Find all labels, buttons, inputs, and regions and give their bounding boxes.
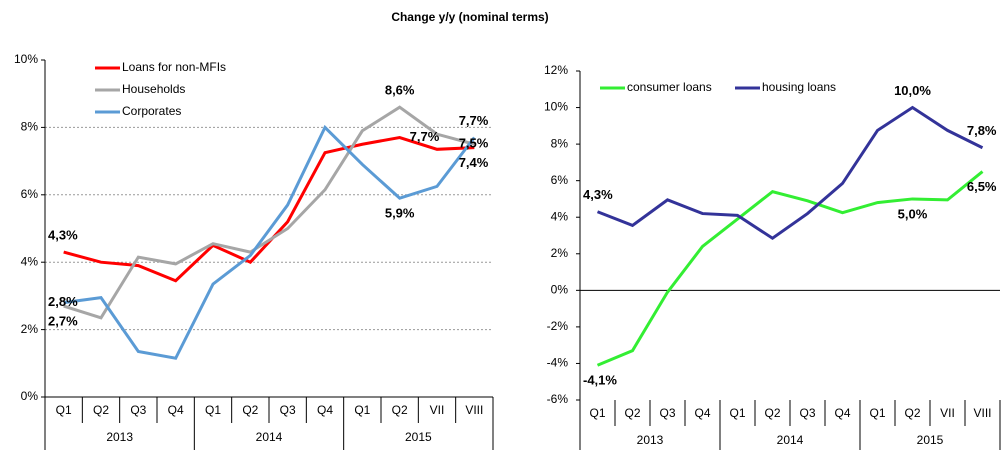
y-tick-label: 4% — [21, 254, 39, 268]
x-tick-label: Q4 — [694, 406, 710, 420]
y-tick-label: 2% — [551, 246, 569, 260]
x-tick-label: Q3 — [130, 403, 146, 417]
series-line — [596, 105, 984, 241]
x-tick-label: Q4 — [317, 403, 333, 417]
y-tick-label: 10% — [14, 52, 38, 66]
data-label: 7,7% — [459, 113, 489, 128]
y-tick-label: -6% — [547, 392, 569, 406]
x-group-label: 2014 — [256, 430, 283, 444]
y-tick-label: 8% — [551, 136, 569, 150]
x-group-label: 2015 — [917, 433, 944, 447]
data-label: 5,9% — [385, 206, 415, 221]
series-line — [596, 170, 984, 367]
y-tick-label: 10% — [544, 100, 568, 114]
x-tick-label: Q2 — [242, 403, 258, 417]
x-tick-label: VII — [430, 403, 445, 417]
data-label: 7,7% — [410, 129, 440, 144]
x-tick-label: Q1 — [589, 406, 605, 420]
x-tick-label: Q1 — [205, 403, 221, 417]
data-label: 8,6% — [385, 83, 415, 98]
x-tick-label: Q3 — [280, 403, 296, 417]
x-group-label: 2013 — [106, 430, 133, 444]
y-tick-label: 12% — [544, 63, 568, 77]
data-label: 5,0% — [898, 206, 928, 221]
x-tick-label: Q4 — [834, 406, 850, 420]
x-tick-label: Q1 — [869, 406, 885, 420]
x-tick-label: Q2 — [904, 406, 920, 420]
data-label: 7,4% — [459, 155, 489, 170]
data-label: 7,5% — [459, 136, 489, 151]
data-label: 10,0% — [894, 83, 931, 98]
x-tick-label: Q2 — [93, 403, 109, 417]
chart-title: Change y/y (nominal terms) — [391, 10, 548, 24]
x-tick-label: Q2 — [624, 406, 640, 420]
x-tick-label: VII — [940, 406, 955, 420]
series-line — [63, 124, 476, 360]
x-tick-label: Q3 — [799, 406, 815, 420]
legend-label: housing loans — [762, 80, 836, 94]
legend-label: Corporates — [122, 104, 181, 118]
legend-label: Loans for non-MFIs — [122, 60, 226, 74]
x-group-label: 2013 — [637, 433, 664, 447]
legend-label: consumer loans — [627, 80, 712, 94]
x-tick-label: VIII — [973, 406, 991, 420]
x-tick-label: Q2 — [392, 403, 408, 417]
x-tick-label: VIII — [465, 403, 483, 417]
y-tick-label: 2% — [21, 322, 39, 336]
x-tick-label: Q2 — [764, 406, 780, 420]
legend-label: Households — [122, 82, 185, 96]
data-label: 7,8% — [967, 123, 997, 138]
x-tick-label: Q4 — [168, 403, 184, 417]
data-label: 6,5% — [967, 179, 997, 194]
y-tick-label: 4% — [551, 209, 569, 223]
series-line — [63, 105, 475, 320]
data-label: 2,8% — [48, 294, 78, 309]
x-tick-label: Q3 — [659, 406, 675, 420]
y-tick-label: 6% — [21, 187, 39, 201]
data-label: 4,3% — [48, 228, 78, 243]
x-tick-label: Q1 — [354, 403, 370, 417]
data-label: -4,1% — [583, 373, 617, 388]
data-label: 4,3% — [583, 187, 613, 202]
y-tick-label: -4% — [547, 356, 569, 370]
y-tick-label: 8% — [21, 120, 39, 134]
data-label: 2,7% — [48, 313, 78, 328]
x-group-label: 2014 — [777, 433, 804, 447]
y-tick-label: 6% — [551, 173, 569, 187]
x-tick-label: Q1 — [56, 403, 72, 417]
y-tick-label: 0% — [21, 389, 39, 403]
x-tick-label: Q1 — [729, 406, 745, 420]
y-tick-label: 0% — [551, 283, 569, 297]
x-group-label: 2015 — [405, 430, 432, 444]
y-tick-label: -2% — [547, 319, 569, 333]
